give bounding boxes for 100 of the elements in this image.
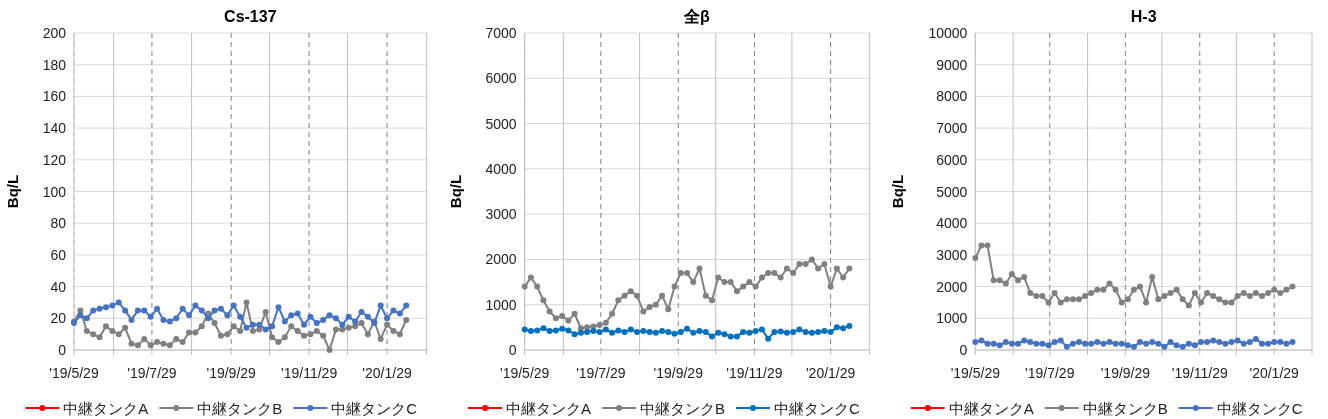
point bbox=[301, 321, 307, 328]
y-tick-label: 4000 bbox=[936, 215, 968, 232]
point bbox=[1234, 337, 1241, 344]
y-tick-label: 0 bbox=[508, 342, 517, 358]
point bbox=[702, 328, 709, 335]
point bbox=[313, 327, 320, 334]
point bbox=[1289, 283, 1296, 290]
point bbox=[352, 323, 359, 330]
point bbox=[128, 340, 135, 347]
point bbox=[996, 342, 1003, 349]
point bbox=[634, 292, 641, 299]
point bbox=[996, 277, 1003, 284]
point bbox=[771, 270, 778, 277]
point bbox=[320, 332, 327, 339]
point bbox=[1045, 342, 1052, 349]
x-tick-label: '19/9/29 bbox=[1100, 365, 1151, 381]
point bbox=[609, 329, 616, 336]
point bbox=[802, 260, 809, 267]
point bbox=[815, 328, 822, 335]
point bbox=[166, 318, 173, 325]
point bbox=[377, 302, 384, 309]
point bbox=[1002, 280, 1009, 287]
point bbox=[527, 327, 534, 334]
y-tick-label: 60 bbox=[50, 246, 67, 263]
y-axis-title: Bq/L bbox=[446, 174, 464, 209]
point bbox=[1204, 289, 1211, 296]
point bbox=[1015, 340, 1022, 347]
point bbox=[746, 279, 753, 286]
point bbox=[740, 283, 747, 290]
y-axis-title: Bq/L bbox=[4, 174, 21, 209]
point bbox=[1216, 339, 1223, 346]
point bbox=[1204, 339, 1211, 346]
point bbox=[602, 319, 609, 326]
point bbox=[224, 331, 231, 338]
point bbox=[1155, 296, 1162, 303]
point bbox=[134, 307, 141, 314]
point bbox=[984, 242, 991, 249]
point bbox=[1222, 299, 1229, 306]
point bbox=[783, 265, 790, 272]
point bbox=[708, 333, 715, 340]
point bbox=[721, 331, 728, 338]
point bbox=[288, 312, 295, 319]
point bbox=[217, 332, 224, 339]
point bbox=[179, 339, 186, 346]
point bbox=[1112, 340, 1119, 347]
point bbox=[590, 327, 597, 334]
point bbox=[1167, 289, 1174, 296]
point bbox=[684, 325, 691, 332]
point bbox=[173, 335, 180, 342]
point bbox=[1161, 343, 1168, 350]
point bbox=[243, 299, 250, 306]
point bbox=[1076, 296, 1083, 303]
point bbox=[396, 310, 403, 317]
point bbox=[1112, 286, 1119, 293]
point bbox=[179, 305, 186, 312]
point bbox=[1039, 293, 1046, 300]
point bbox=[1027, 289, 1034, 296]
point bbox=[1130, 286, 1137, 293]
point bbox=[840, 274, 847, 281]
point bbox=[1240, 340, 1247, 347]
point bbox=[1069, 296, 1076, 303]
point bbox=[1265, 289, 1272, 296]
point bbox=[1179, 296, 1186, 303]
point bbox=[634, 328, 641, 335]
point bbox=[390, 307, 397, 314]
point bbox=[1033, 340, 1040, 347]
point bbox=[1149, 274, 1156, 281]
x-tick-label: '19/11/29 bbox=[281, 365, 338, 381]
point bbox=[815, 265, 822, 272]
point bbox=[615, 297, 622, 304]
point bbox=[659, 292, 666, 299]
point bbox=[596, 322, 603, 329]
point bbox=[1008, 340, 1015, 347]
point bbox=[1021, 337, 1028, 344]
point bbox=[721, 279, 728, 286]
point bbox=[627, 326, 634, 333]
point bbox=[364, 331, 371, 338]
point bbox=[1246, 293, 1253, 300]
point bbox=[1124, 342, 1131, 349]
point bbox=[1179, 343, 1186, 350]
point bbox=[403, 302, 410, 309]
point bbox=[565, 317, 572, 324]
point bbox=[96, 334, 103, 341]
point bbox=[1289, 339, 1296, 346]
y-tick-label: 9000 bbox=[936, 56, 968, 73]
point bbox=[1094, 339, 1101, 346]
point bbox=[659, 327, 666, 334]
point bbox=[752, 283, 759, 290]
point bbox=[577, 325, 584, 332]
point bbox=[527, 274, 534, 281]
legend-label: 中継タンクA bbox=[506, 400, 592, 417]
point bbox=[1057, 337, 1064, 344]
point bbox=[1283, 340, 1290, 347]
point bbox=[540, 325, 547, 332]
point bbox=[1094, 286, 1101, 293]
x-tick-label: '19/7/29 bbox=[1025, 365, 1075, 381]
point bbox=[358, 308, 365, 315]
point bbox=[808, 256, 815, 263]
x-tick-label: '19/5/29 bbox=[499, 365, 550, 381]
legend-label: 中継タンクB bbox=[197, 400, 283, 417]
